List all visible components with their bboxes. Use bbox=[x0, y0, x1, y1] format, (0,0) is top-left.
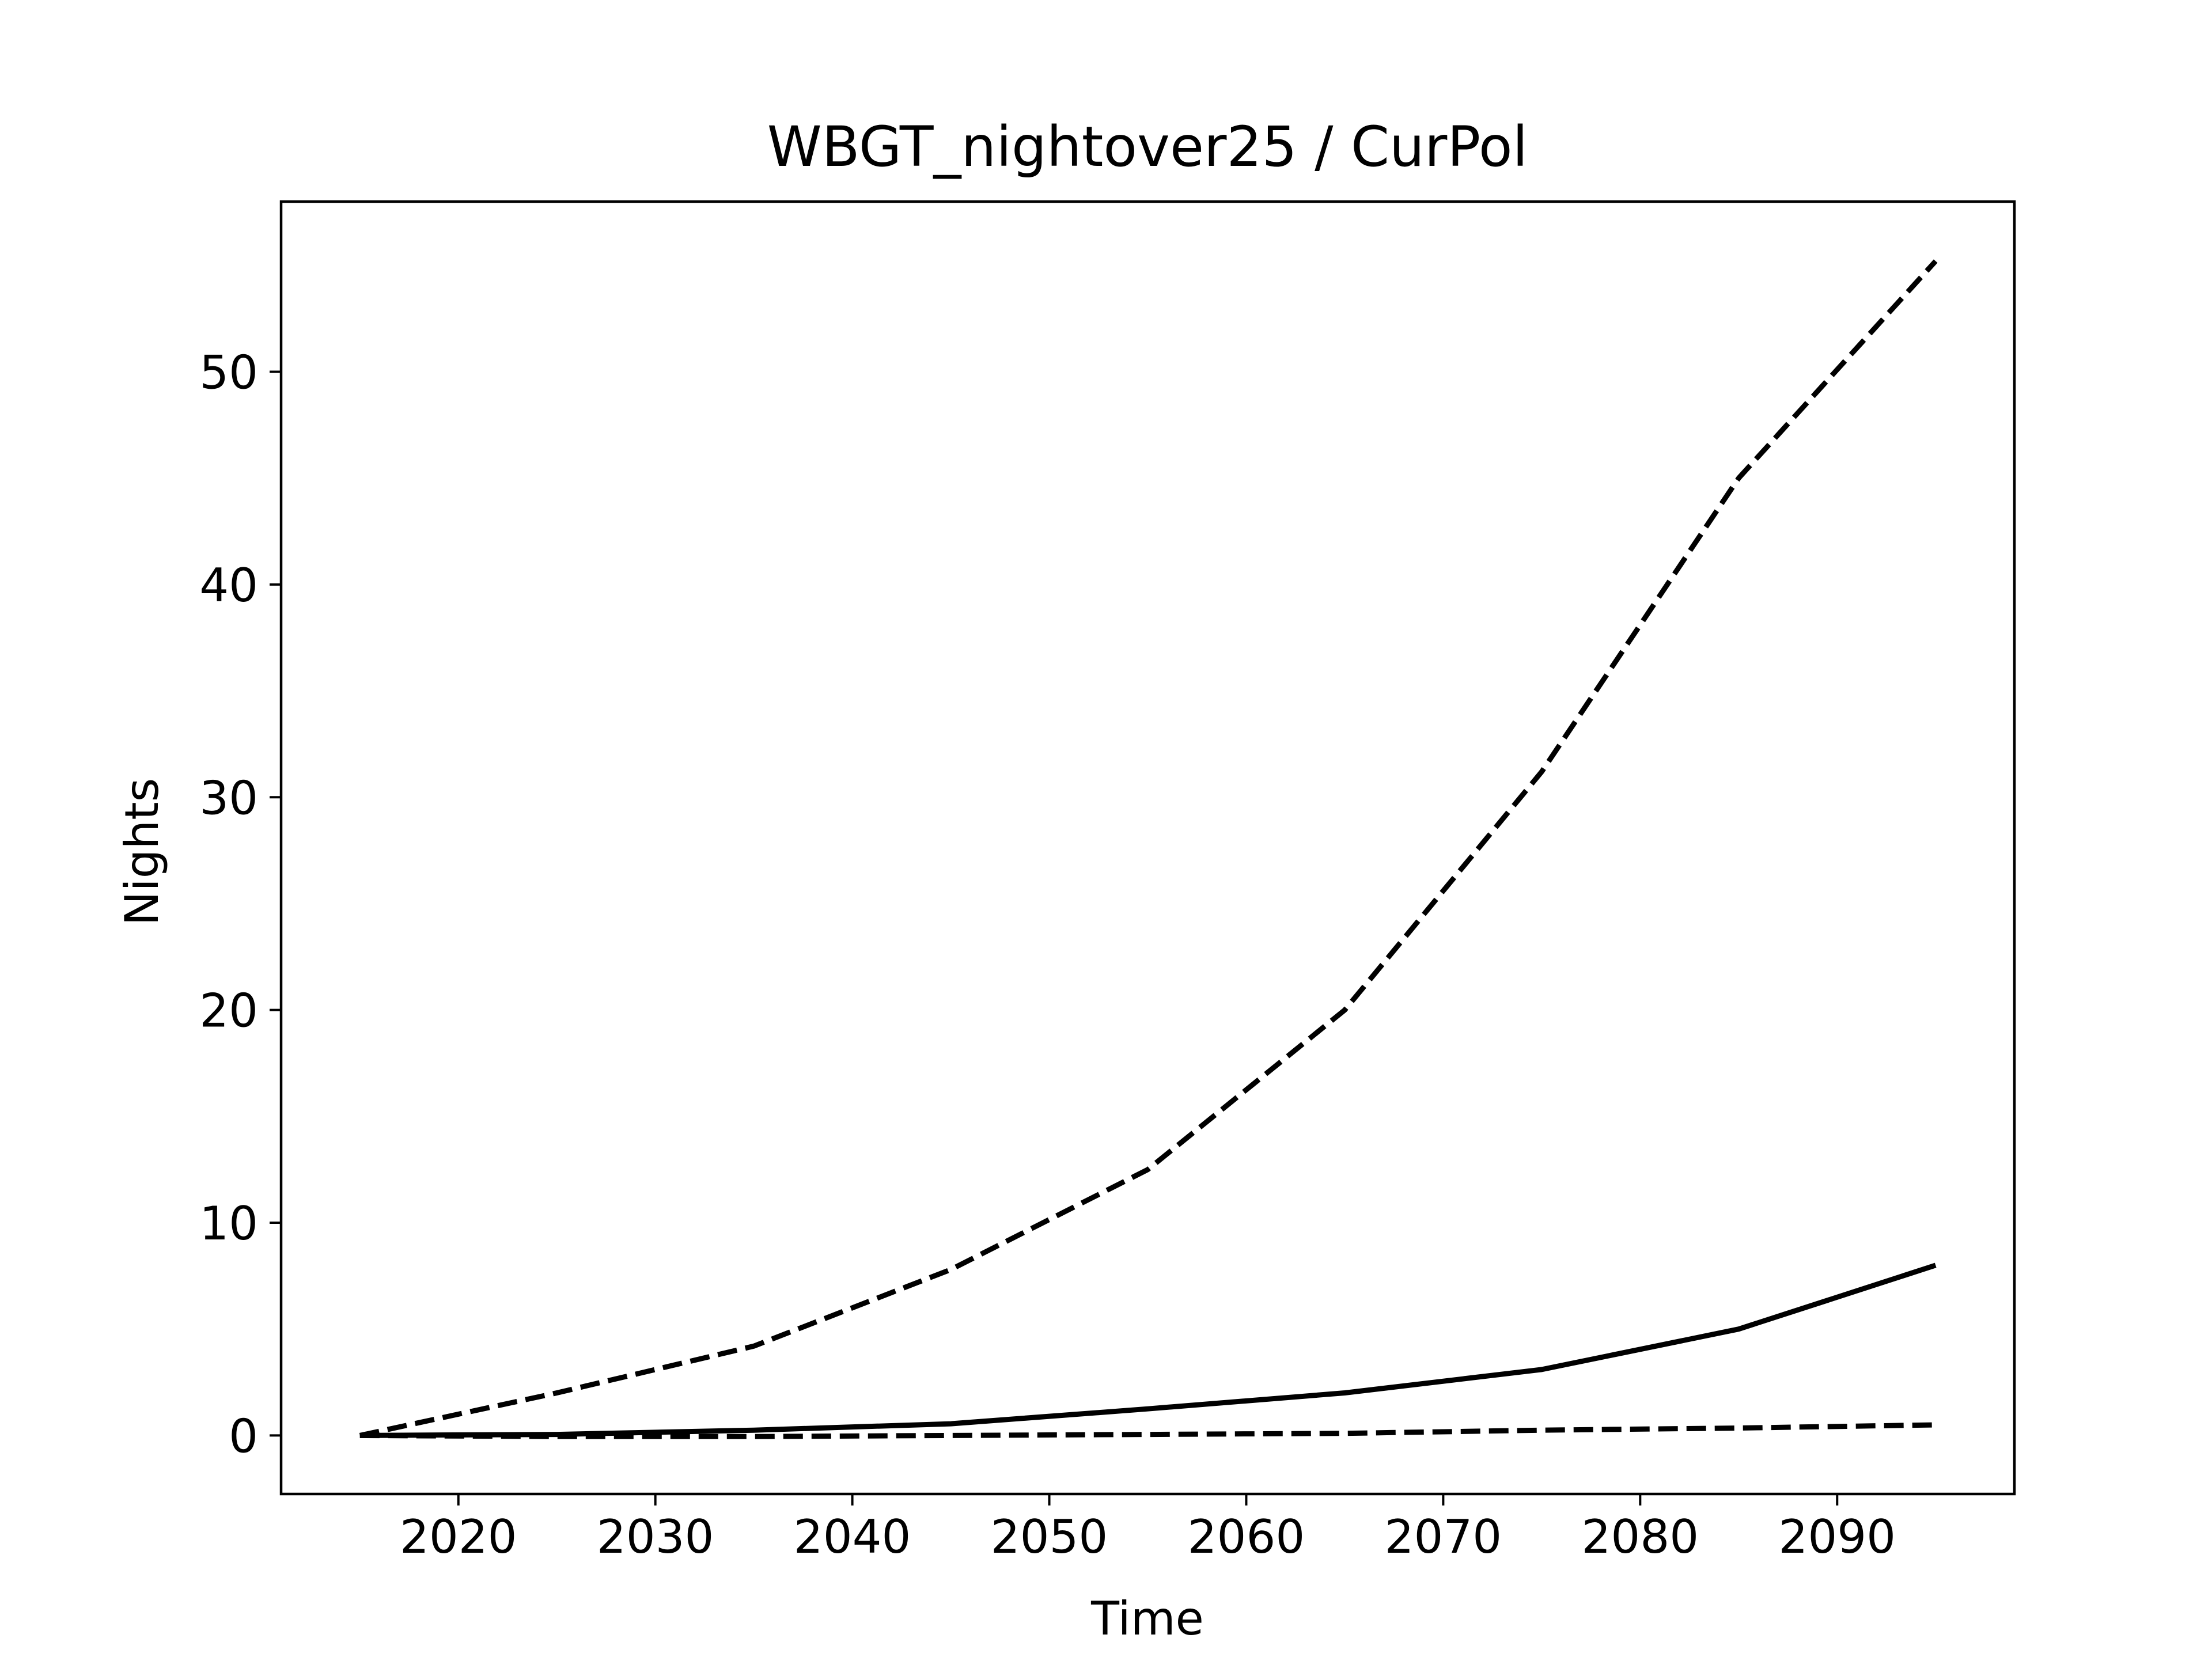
series-line-1 bbox=[359, 259, 1938, 1438]
x-tick-label: 2060 bbox=[1188, 1510, 1305, 1564]
y-tick-label: 40 bbox=[199, 559, 258, 612]
x-tick-label: 2080 bbox=[1582, 1510, 1699, 1564]
y-tick-label: 20 bbox=[199, 984, 258, 1038]
x-tick-label: 2090 bbox=[1778, 1510, 1896, 1564]
x-axis: 2020 2030 2040 2050 2060 2070 2080 2090 bbox=[400, 1494, 1896, 1564]
x-tick-label: 2020 bbox=[400, 1510, 517, 1564]
plot-frame bbox=[279, 200, 2016, 1496]
y-tick-label: 10 bbox=[199, 1197, 258, 1250]
x-tick-label: 2050 bbox=[991, 1510, 1108, 1564]
x-tick-label: 2070 bbox=[1385, 1510, 1502, 1564]
y-tick-label: 0 bbox=[229, 1409, 258, 1463]
series-line-2 bbox=[359, 1262, 1937, 1438]
y-tick-label: 50 bbox=[199, 346, 258, 400]
plot-area bbox=[359, 259, 1938, 1439]
y-axis: 0 10 20 30 40 50 bbox=[199, 346, 281, 1463]
y-axis-label: Nights bbox=[115, 778, 169, 926]
x-axis-label: Time bbox=[1090, 1592, 1204, 1645]
series-line-3 bbox=[359, 1422, 1936, 1439]
x-tick-label: 2040 bbox=[794, 1510, 911, 1564]
y-tick-label: 30 bbox=[199, 771, 258, 825]
x-tick-label: 2030 bbox=[597, 1510, 714, 1564]
chart-title: WBGT_nightover25 / CurPol bbox=[767, 115, 1528, 179]
